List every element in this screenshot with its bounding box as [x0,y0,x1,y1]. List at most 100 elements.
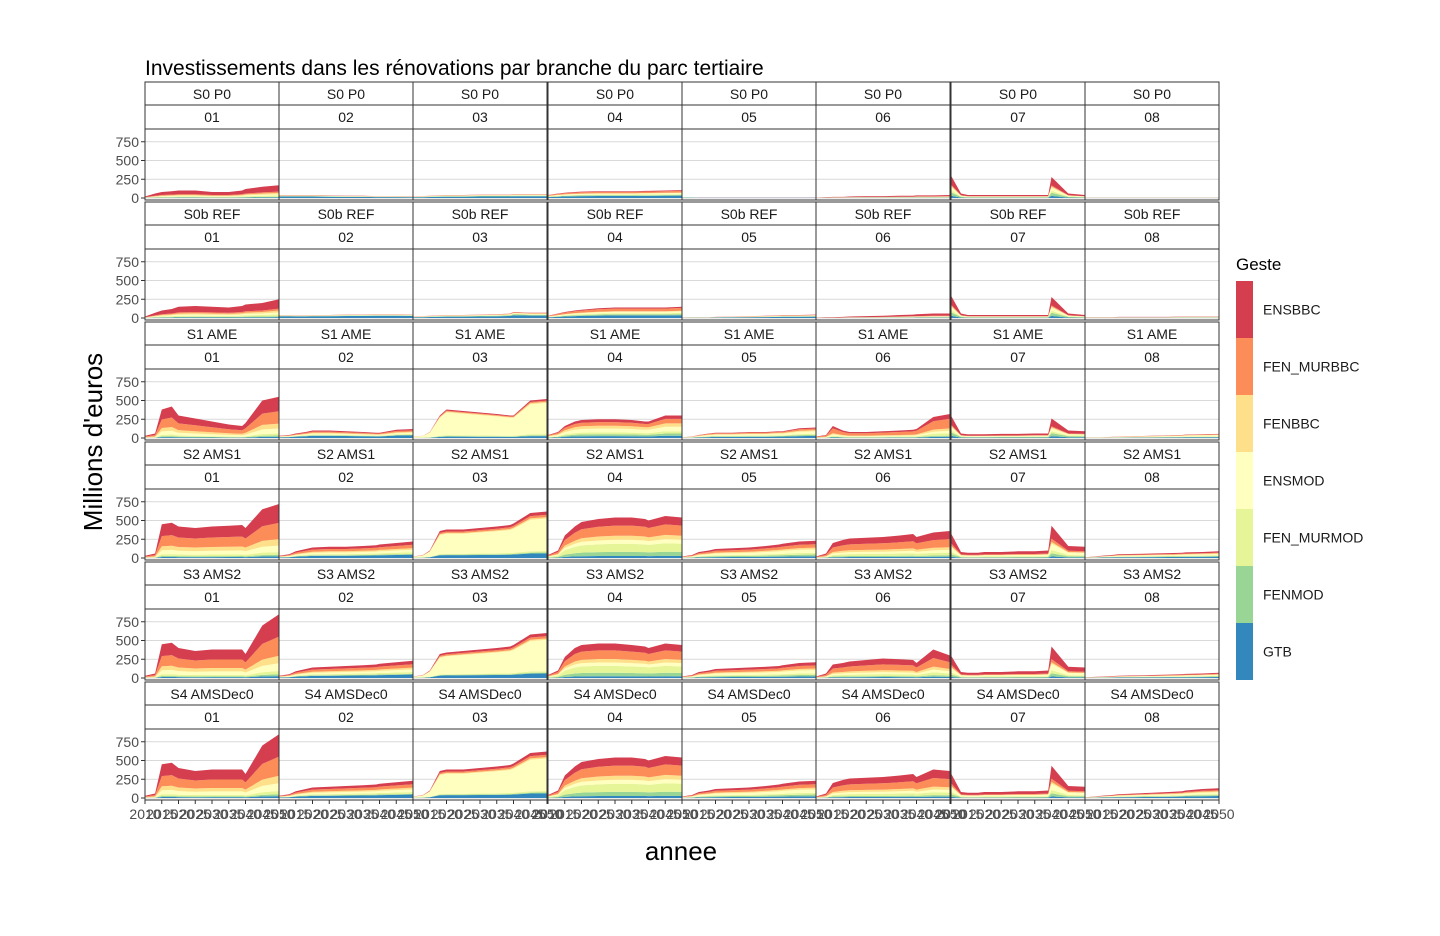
facet-panel: S0b REF 08 [1084,201,1220,321]
scenario-strip-label: S1 AME [187,326,238,342]
area-ensmod [279,549,413,558]
facet-panel: S0 P0 05 [681,81,817,201]
area-ensmod [1085,317,1219,318]
scenario-strip-label: S0b REF [318,206,375,222]
area-fenbbc [548,310,682,317]
facet-panel: S0b REF 05 [681,201,817,321]
area-ensbbc [145,734,279,797]
x-tick-label: 2040 [633,806,664,822]
area-fenmod [279,673,413,678]
legend-key [1236,338,1253,395]
facet-panel: S1 AME 07 [950,321,1086,441]
x-tick-label: 2025 [717,806,748,822]
scenario-strip-label: S2 AMS1 [1123,446,1182,462]
panel-border [1084,248,1220,321]
x-tick-label: 2035 [1019,806,1050,822]
scenario-strip-label: S4 AMSDec0 [976,686,1059,702]
area-fen-murmod [548,665,682,678]
x-tick-label: 2010 [666,806,697,822]
area-ensmod [548,539,682,557]
area-fenbbc [816,786,950,798]
area-fenmod [413,792,547,798]
legend-label: FENMOD [1263,587,1324,603]
panel-border [1084,368,1220,441]
branch-strip-label: 04 [607,349,623,365]
area-fenmod [682,434,816,438]
branch-strip-label: 05 [741,709,757,725]
area-ensbbc [279,780,413,797]
area-gtb [682,556,816,558]
branch-strip-label: 01 [204,709,220,725]
panel-border [412,128,548,201]
area-fen-murbbc [548,307,682,317]
area-ensbbc [548,643,682,676]
branch-strip-label: 08 [1144,709,1160,725]
y-tick-label: 500 [116,633,140,649]
facet-panel: S2 AMS1 07 [950,441,1086,561]
area-fenbbc [682,547,816,558]
branch-strip-label: 08 [1144,229,1160,245]
panel-background [279,249,413,320]
legend-entry: FEN_MURMOD [1236,509,1363,566]
branch-strip-label: 07 [1010,229,1026,245]
facet-panel: S1 AME 01 0 250 500 750 [116,321,280,446]
facet-panel: S3 AMS2 02 [278,561,414,681]
branch-strip [278,104,414,130]
branch-strip-label: 08 [1144,469,1160,485]
area-ensmod [145,783,279,798]
branch-strip [1084,104,1220,130]
area-fen-murbbc [682,428,816,438]
legend-key [1236,509,1253,566]
scenario-strip-label: S3 AMS2 [586,566,645,582]
panel-background [1085,729,1219,800]
area-fen-murbbc [816,315,950,318]
branch-strip [815,224,951,250]
x-tick-label: 2015 [1086,806,1117,822]
y-tick-label: 0 [131,790,139,806]
facet-panel: S0 P0 06 [815,81,951,201]
area-fenbbc [145,423,279,438]
facet-panel: S4 AMSDec0 02 [278,681,414,801]
area-fen-murbbc [1085,673,1219,678]
facet-panel: S4 AMSDec0 08 [1084,681,1220,801]
branch-strip [950,704,1086,730]
area-fenbbc [1085,553,1219,558]
branch-strip-label: 02 [338,229,354,245]
x-tick-label: 2050 [397,806,428,822]
area-gtb [548,795,682,798]
area-gtb [279,554,413,558]
area-ensbbc [1085,788,1219,798]
branch-strip [278,464,414,490]
x-tick-label: 2030 [1136,806,1167,822]
x-tick-label: 2020 [163,806,194,822]
area-fenbbc [816,666,950,678]
branch-strip-label: 05 [741,469,757,485]
facet-panel: S4 AMSDec0 06 [815,681,951,801]
x-tick-label: 2040 [498,806,529,822]
area-ensmod [816,430,950,438]
area-fenmod [1085,436,1219,438]
branch-strip [681,104,817,130]
scenario-strip-label: S2 AMS1 [720,446,779,462]
x-tick-label: 2035 [750,806,781,822]
x-tick-label: 2045 [918,806,949,822]
area-ensbbc [951,525,1085,555]
area-fenbbc [145,310,279,318]
branch-strip-label: 04 [607,589,623,605]
x-tick-label: 2035 [213,806,244,822]
area-fenmod [145,196,279,198]
scenario-strip-label: S1 AME [321,326,372,342]
scenario-strip-label: S1 AME [993,326,1044,342]
area-fenmod [951,553,1085,558]
y-tick-label: 0 [131,190,139,206]
area-ensmod [951,306,1085,317]
branch-strip [950,104,1086,130]
x-tick-label: 2045 [515,806,546,822]
panel-border [412,608,548,681]
area-fenbbc [279,314,413,316]
x-tick-label: 2025 [986,806,1017,822]
x-tick-label: 2015 [683,806,714,822]
area-fenbbc [682,668,816,678]
area-fen-murmod [951,190,1085,198]
area-fen-murmod [951,310,1085,318]
